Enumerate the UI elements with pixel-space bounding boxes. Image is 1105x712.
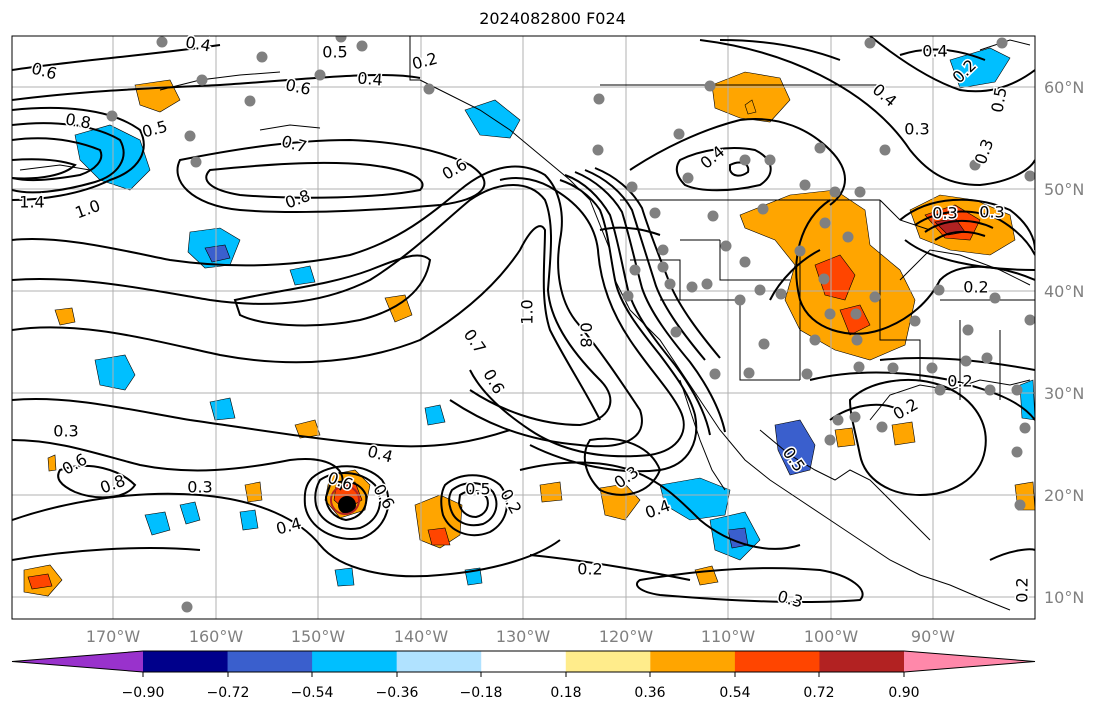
lon-label: 140°W: [394, 627, 449, 646]
latitude-axis: 60°N 50°N 40°N 30°N 20°N 10°N: [1044, 78, 1084, 607]
station-markers: [106, 36, 1035, 613]
contour-label: 0.3: [187, 478, 212, 497]
lon-label: 110°W: [701, 627, 756, 646]
lon-label: 100°W: [804, 627, 859, 646]
colorbar: −0.90 −0.72 −0.54 −0.36 −0.18 0.18 0.36 0.54 0.7…: [11, 650, 1036, 701]
lat-lon-grid: [12, 36, 1035, 619]
colorbar-tick-label: 0.72: [803, 685, 834, 701]
colorbar-extend-high: [904, 651, 1035, 672]
colorbar-tick-label: −0.36: [376, 685, 419, 701]
contour-label: 0.4: [184, 32, 212, 55]
lon-label: 120°W: [599, 627, 654, 646]
colorbar-extend-low: [12, 651, 143, 672]
contour-label: 0.3: [904, 120, 929, 139]
contour-lines: [12, 36, 1035, 604]
contour-label: 0.3: [932, 204, 957, 223]
lon-label: 170°W: [86, 627, 141, 646]
colorbar-tick-label: −0.18: [460, 685, 503, 701]
contour-label: 0.5: [465, 480, 490, 499]
contour-label: 0.3: [979, 203, 1004, 222]
lat-label: 10°N: [1044, 588, 1084, 607]
contour-label: 0.4: [357, 68, 384, 89]
colorbar-segment: [143, 651, 229, 672]
contour-label: 0.6: [30, 59, 60, 84]
colorbar-tick-label: −0.72: [207, 685, 250, 701]
lat-label: 20°N: [1044, 486, 1084, 505]
longitude-axis: 170°W 160°W 150°W 140°W 130°W 120°W 110°…: [86, 627, 955, 646]
lat-label: 50°N: [1044, 180, 1084, 199]
colorbar-segments: [11, 650, 1036, 673]
contour-label: 0.3: [53, 422, 78, 441]
colorbar-segment: [819, 651, 905, 672]
lon-label: 150°W: [291, 627, 346, 646]
contour-label: 0.5: [987, 86, 1010, 114]
colorbar-segment: [312, 651, 398, 672]
lon-label: 90°W: [911, 627, 955, 646]
contour-label: 0.5: [322, 43, 347, 62]
colorbar-segment: [565, 651, 651, 672]
map-frame: [11, 35, 1036, 620]
colorbar-segment: [396, 651, 482, 672]
map-title: 2024082800 F024: [479, 9, 626, 28]
lat-label: 40°N: [1044, 282, 1084, 301]
colorbar-tick-label: 0.18: [550, 685, 581, 701]
colorbar-tick-label: 0.90: [888, 685, 919, 701]
colorbar-segment: [227, 651, 313, 672]
colorbar-segment: [481, 651, 567, 672]
colorbar-ticks: −0.90 −0.72 −0.54 −0.36 −0.18 0.18 0.36 0.54 0.7…: [122, 672, 920, 701]
contour-label: 0.8: [577, 322, 596, 347]
colorbar-tick-label: −0.54: [291, 685, 334, 701]
colorbar-segment: [650, 651, 736, 672]
colorbar-tick-label: −0.90: [122, 685, 165, 701]
contour-label: 0.2: [963, 278, 988, 297]
map-panel: [12, 36, 1035, 619]
contour-label: 0.2: [577, 560, 602, 579]
contour-label: 0.4: [922, 42, 947, 61]
storm-cores: [330, 485, 360, 515]
colorbar-tick-label: 0.36: [634, 685, 665, 701]
lat-label: 30°N: [1044, 384, 1084, 403]
contour-label: 1.0: [518, 299, 537, 324]
colorbar-segment: [734, 651, 820, 672]
lon-label: 130°W: [496, 627, 551, 646]
contour-label: 1.4: [19, 193, 44, 212]
lon-label: 160°W: [189, 627, 244, 646]
contour-label: 0.2: [1013, 577, 1032, 602]
lat-label: 60°N: [1044, 78, 1084, 97]
colorbar-tick-label: 0.54: [719, 685, 750, 701]
contour-label: 0.2: [947, 372, 972, 391]
